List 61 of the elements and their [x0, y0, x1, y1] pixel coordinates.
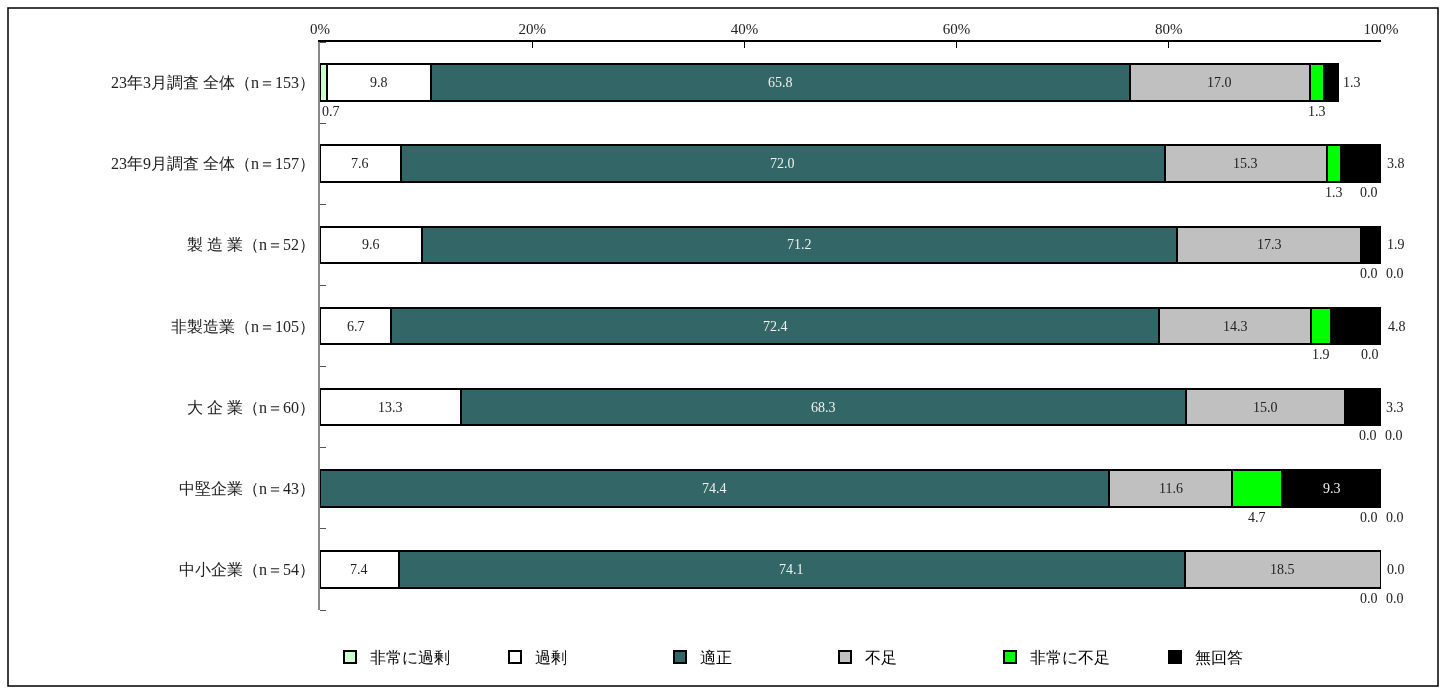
- data-label: 1.9: [1312, 347, 1330, 362]
- legend-label: 非常に不足: [1030, 649, 1110, 667]
- data-label: 0.0: [1385, 428, 1403, 443]
- legend-label: 不足: [865, 649, 897, 667]
- x-tick-label: 20%: [518, 21, 546, 38]
- data-label: 68.3: [811, 400, 836, 415]
- data-label: 17.3: [1257, 237, 1282, 252]
- data-label: 7.4: [350, 562, 368, 577]
- data-label: 9.6: [362, 237, 380, 252]
- legend-label: 無回答: [1195, 649, 1243, 667]
- x-tick-label: 80%: [1155, 21, 1183, 38]
- data-label: 15.3: [1233, 156, 1258, 171]
- x-tick-label: 40%: [730, 21, 759, 38]
- data-label: 0.0: [1386, 266, 1404, 281]
- y-tick-label: 中小企業（n＝54）: [179, 561, 316, 579]
- data-label: 17.0: [1207, 75, 1232, 90]
- data-label: 0.7: [322, 104, 340, 119]
- data-label: 72.4: [763, 319, 788, 334]
- data-label: 4.8: [1388, 319, 1406, 334]
- legend-label: 過剰: [535, 649, 567, 667]
- data-label: 0.0: [1360, 185, 1378, 200]
- data-label: 3.3: [1386, 400, 1404, 415]
- y-tick-label: 23年3月調査 全体（n＝153）: [111, 74, 316, 92]
- y-tick-label: 中堅企業（n＝43）: [179, 479, 316, 497]
- data-label: 1.3: [1308, 104, 1326, 119]
- data-label: 0.0: [1360, 510, 1378, 525]
- data-label: 71.2: [787, 237, 812, 252]
- data-label: 0.0: [1387, 562, 1405, 577]
- data-label: 14.3: [1223, 319, 1248, 334]
- data-label: 7.6: [351, 156, 369, 171]
- data-label: 6.7: [347, 319, 365, 334]
- data-label: 0.0: [1359, 428, 1377, 443]
- data-label: 0.0: [1360, 266, 1378, 281]
- data-label: 1.3: [1325, 185, 1343, 200]
- y-tick-label: 23年9月調査 全体（n＝157）: [111, 155, 316, 173]
- x-tick-label: 0%: [310, 21, 330, 38]
- data-label: 0.0: [1360, 591, 1378, 606]
- y-tick-label: 非製造業（n＝105）: [171, 317, 316, 335]
- data-label: 9.3: [1323, 481, 1341, 496]
- x-tick-label: 60%: [942, 21, 971, 38]
- data-label: 18.5: [1270, 562, 1295, 577]
- data-label: 65.8: [768, 75, 793, 90]
- data-label: 1.9: [1387, 237, 1405, 252]
- data-label: 0.0: [1386, 591, 1404, 606]
- data-label: 15.0: [1253, 400, 1278, 415]
- data-label: 74.4: [702, 481, 727, 496]
- x-tick-label: 100%: [1363, 21, 1399, 38]
- data-label: 3.8: [1387, 156, 1405, 171]
- data-label: 9.8: [370, 75, 388, 90]
- y-tick-label: 大 企 業（n＝60）: [187, 398, 316, 416]
- data-label: 0.0: [1386, 510, 1404, 525]
- data-label: 4.7: [1248, 510, 1266, 525]
- data-label: 1.3: [1343, 75, 1361, 90]
- data-label: 0.0: [1361, 347, 1379, 362]
- data-label: 13.3: [378, 400, 403, 415]
- data-label: 11.6: [1159, 481, 1183, 496]
- legend-label: 適正: [700, 649, 732, 667]
- data-label: 74.1: [779, 562, 804, 577]
- legend-label: 非常に過剰: [370, 649, 450, 667]
- data-label: 72.0: [770, 156, 795, 171]
- y-tick-label: 製 造 業（n＝52）: [187, 236, 316, 254]
